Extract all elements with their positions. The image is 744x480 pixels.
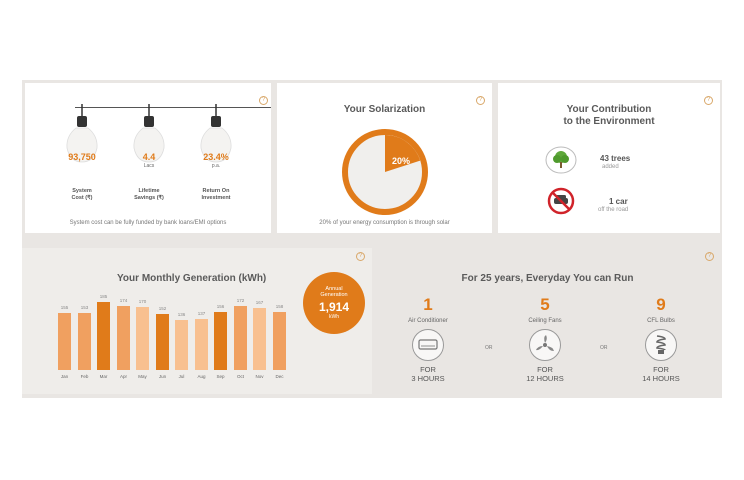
or-label: OR — [485, 345, 493, 351]
bulb-value: 4.4 — [142, 152, 156, 162]
bar-apr — [117, 306, 130, 370]
bar-value-label: 153 — [80, 305, 89, 310]
no-car-icon — [547, 187, 575, 215]
bar-value-label: 156 — [216, 304, 225, 309]
annual-generation-badge: Annual Generation 1,914 kWh — [303, 272, 365, 334]
bulb-label: Return On Investment — [201, 188, 231, 201]
ceiling-fan-icon — [529, 329, 561, 361]
bar-value-label: 155 — [60, 305, 69, 310]
bulb-label: Lifetime Savings (₹) — [134, 188, 164, 201]
bar-sep — [214, 312, 227, 370]
solarization-title: Your Solarization — [343, 104, 426, 115]
info-icon[interactable]: ? — [705, 252, 714, 261]
trees-sub: added — [602, 164, 619, 170]
run-duration: FOR 14 HOURS — [642, 365, 680, 383]
bulb-icon — [66, 104, 98, 163]
cars-count: 1 car — [609, 197, 628, 206]
bar-value-label: 174 — [119, 298, 128, 303]
bar-may — [136, 307, 149, 370]
bar-value-label: 137 — [197, 311, 206, 316]
bar-jun — [156, 314, 169, 370]
bulb-icon — [200, 104, 232, 163]
run-name: CFL Bulbs — [647, 318, 675, 324]
month-label: Jun — [158, 374, 167, 379]
month-label: Sep — [216, 374, 225, 379]
run-duration: FOR 12 HOURS — [526, 365, 564, 383]
info-icon[interactable]: ? — [476, 96, 485, 105]
bar-jan — [58, 313, 71, 370]
info-icon[interactable]: ? — [259, 96, 268, 105]
cfl-bulb-icon — [645, 329, 677, 361]
month-label: Apr — [119, 374, 127, 379]
cars-row: 1 car off the road — [545, 187, 705, 217]
annual-unit: kWh — [329, 314, 339, 320]
month-label: Aug — [197, 374, 206, 379]
environment-panel: ? Your Contribution to the Environment — [498, 83, 720, 233]
annual-label: Annual Generation — [320, 286, 348, 298]
bar-value-label: 170 — [138, 299, 147, 304]
environment-title: Your Contribution to the Environment — [563, 104, 655, 127]
month-label: Jul — [178, 374, 185, 379]
monthly-generation-chart: 155 Jan 153 Feb 185 Mar 174 Apr 170 May 152 Jun 136 J… — [58, 282, 294, 382]
run-name: Ceiling Fans — [528, 318, 562, 324]
bulb-icon — [133, 104, 165, 163]
month-label: Nov — [255, 374, 264, 379]
run-name: Air Conditioner — [408, 318, 448, 324]
run-item-ceiling-fans: 5 Ceiling Fans FOR 12 HOURS — [505, 295, 585, 384]
month-label: Dec — [275, 374, 284, 379]
trees-row: 43 trees added — [545, 146, 705, 176]
run-panel: ? For 25 years, Everyday You can Run — [375, 248, 720, 394]
annual-value: 1,914 — [318, 300, 350, 314]
pie-percent-label: 20% — [392, 156, 410, 166]
bulb-unit: p.a. — [211, 163, 221, 169]
bar-value-label: 152 — [158, 306, 167, 311]
bar-value-label: 136 — [177, 312, 186, 317]
run-count: 5 — [540, 295, 550, 314]
bulb-system-cost: 93,750 System Cost (₹) — [52, 104, 112, 201]
info-icon[interactable]: ? — [356, 252, 365, 261]
tree-icon — [545, 146, 577, 174]
month-label: Jan — [60, 374, 69, 379]
bulb-value: 93,750 — [68, 152, 96, 162]
wire-line — [75, 107, 271, 108]
bulb-label: System Cost (₹) — [71, 188, 93, 201]
run-item-air-conditioner: 1 Air Conditioner FOR 3 HOURS — [388, 295, 468, 384]
bulb-unit: Lacs — [143, 163, 155, 169]
cost-note: System cost can be fully funded by bank … — [69, 220, 227, 226]
run-count: 9 — [656, 295, 666, 314]
solarization-pie: 20% — [342, 129, 428, 215]
or-label: OR — [600, 345, 608, 351]
bar-aug — [195, 319, 208, 370]
trees-count: 43 trees — [600, 154, 631, 163]
bar-value-label: 172 — [236, 298, 245, 303]
solar-slice — [385, 135, 421, 172]
month-label: Oct — [236, 374, 244, 379]
month-label: Feb — [80, 374, 89, 379]
run-duration: FOR 3 HOURS — [411, 365, 445, 383]
bar-mar — [97, 302, 110, 370]
cars-sub: off the road — [598, 207, 629, 213]
month-label: Mar — [99, 374, 108, 379]
bulb-lifetime-savings: 4.4 Lacs Lifetime Savings (₹) — [119, 104, 179, 201]
month-label: May — [138, 374, 147, 379]
bulb-return-on-investment: 23.4% p.a. Return On Investment — [186, 104, 246, 201]
bar-oct — [234, 306, 247, 370]
bar-value-label: 158 — [275, 304, 284, 309]
bar-jul — [175, 320, 188, 370]
info-icon[interactable]: ? — [704, 96, 713, 105]
bar-dec — [273, 312, 286, 370]
run-count: 1 — [423, 295, 433, 314]
bulb-value: 23.4% — [203, 152, 229, 162]
solarization-note: 20% of your energy consumption is throug… — [319, 220, 450, 226]
run-item-cfl-bulbs: 9 CFL Bulbs FOR 14 HOURS — [621, 295, 701, 384]
air-conditioner-icon — [412, 329, 444, 361]
bar-nov — [253, 308, 266, 370]
bar-value-label: 167 — [255, 300, 264, 305]
bar-feb — [78, 313, 91, 370]
run-title: For 25 years, Everyday You can Run — [461, 273, 634, 284]
generation-title: Your Monthly Generation (kWh) — [117, 273, 267, 284]
solarization-panel: ? Your Solarization 20% 20% of your ener… — [277, 83, 492, 233]
bar-value-label: 185 — [99, 294, 108, 299]
